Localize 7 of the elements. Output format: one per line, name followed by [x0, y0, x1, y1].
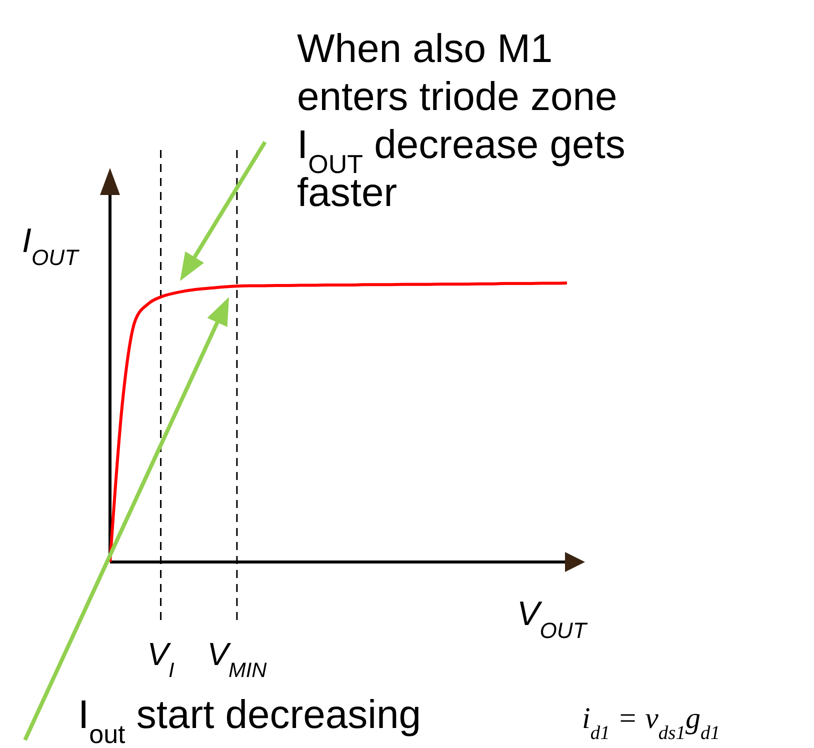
y-axis-title: I$_{OUT}$ — [22, 222, 80, 270]
text: i$_{d1}$ = v$_{ds1}$g$_{d1}$ — [582, 702, 720, 744]
x-tick-label: V$_{MIN}$ — [207, 636, 268, 682]
text: I$_{out}$ start decreasing — [78, 693, 421, 748]
text: When also M1 enters triode zone I$_{OUT}$ decrease gets faster — [297, 27, 626, 215]
x-axis-title: V$_{OUT}$ — [517, 595, 588, 642]
x-tick-label: V$_{I}$ — [147, 636, 175, 682]
